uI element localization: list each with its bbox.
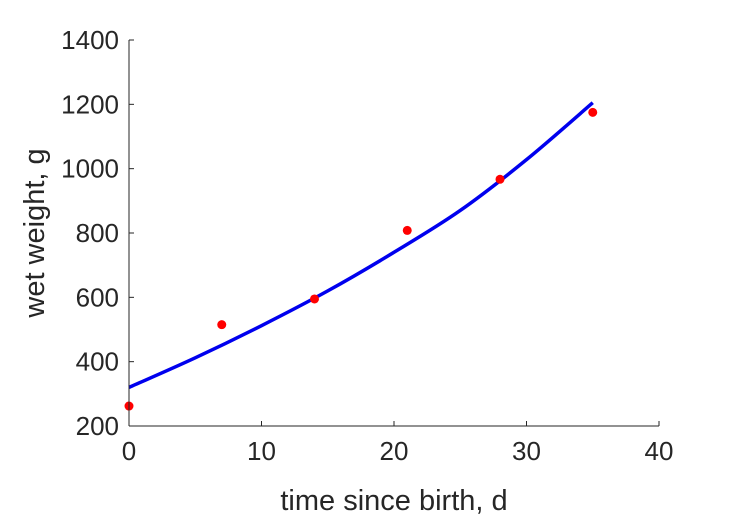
data-point (402, 225, 412, 235)
y-tick-label: 600 (76, 282, 119, 312)
y-tick-label: 1200 (61, 89, 119, 119)
data-point (310, 294, 319, 304)
data-point (217, 320, 227, 330)
data-point (588, 107, 598, 117)
x-axis-title: time since birth, d (280, 485, 507, 517)
x-tick-label: 10 (247, 436, 276, 466)
x-tick-label: 0 (122, 436, 136, 466)
x-tick-label: 20 (380, 436, 409, 466)
y-tick-label: 1000 (61, 154, 119, 184)
y-tick-label: 1400 (61, 25, 119, 55)
y-tick-label: 800 (76, 218, 119, 248)
fit-curve (128, 101, 594, 389)
x-ticks: 0 10 20 30 40 (122, 421, 674, 466)
y-ticks: 200 400 600 800 1000 1200 1400 (61, 25, 134, 441)
y-tick-label: 400 (76, 347, 119, 377)
data-point (495, 174, 505, 184)
y-axis-title: wet weight, g (19, 148, 51, 318)
x-tick-label: 30 (512, 436, 541, 466)
y-tick-label: 200 (76, 411, 119, 441)
axes (128, 40, 659, 427)
data-points (124, 107, 598, 411)
x-tick-label: 40 (645, 436, 674, 466)
